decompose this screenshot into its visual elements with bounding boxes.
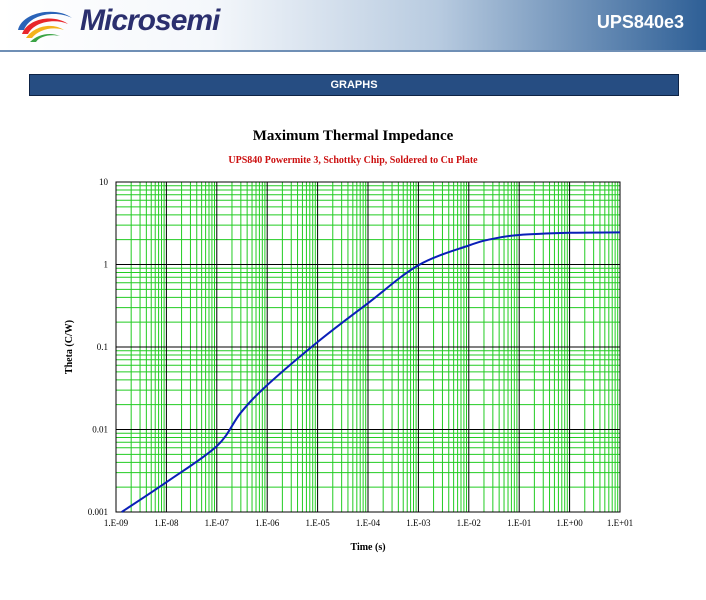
x-axis-label: Time (s) — [350, 542, 385, 553]
x-tick-label: 1.E-02 — [457, 518, 481, 528]
y-tick-label: 0.001 — [88, 507, 108, 517]
page-header: Microsemi UPS840e3 — [0, 0, 706, 50]
y-tick-label: 1 — [104, 260, 109, 270]
chart-subtitle: UPS840 Powermite 3, Schottky Chip, Solde… — [228, 155, 478, 166]
y-tick-labels: 0.001 0.01 0.1 1 10 — [88, 177, 109, 517]
header-divider — [0, 50, 706, 52]
x-tick-label: 1.E+00 — [556, 518, 583, 528]
brand-name: Microsemi — [80, 4, 220, 37]
x-tick-label: 1.E+01 — [607, 518, 633, 528]
series-line — [121, 231, 621, 513]
x-tick-label: 1.E-03 — [406, 518, 431, 528]
y-tick-label: 0.01 — [92, 425, 108, 435]
microsemi-logo-icon — [18, 11, 72, 42]
y-tick-label: 0.1 — [97, 342, 108, 352]
x-tick-label: 1.E-06 — [255, 518, 280, 528]
x-tick-label: 1.E-09 — [104, 518, 129, 528]
x-tick-label: 1.E-01 — [507, 518, 531, 528]
y-axis-label: Theta (C/W) — [64, 320, 75, 374]
x-tick-labels: 1.E-09 1.E-08 1.E-07 1.E-06 1.E-05 1.E-04 1.E-… — [104, 518, 633, 528]
chart-title: Maximum Thermal Impedance — [252, 128, 454, 144]
x-tick-label: 1.E-04 — [356, 518, 381, 528]
x-tick-label: 1.E-07 — [205, 518, 230, 528]
y-tick-label: 10 — [99, 177, 109, 187]
plot-frame — [115, 181, 621, 513]
x-tick-label: 1.E-05 — [305, 518, 330, 528]
part-number: UPS840e3 — [596, 12, 684, 32]
section-title-bar: GRAPHS — [29, 74, 679, 96]
x-tick-label: 1.E-08 — [154, 518, 179, 528]
